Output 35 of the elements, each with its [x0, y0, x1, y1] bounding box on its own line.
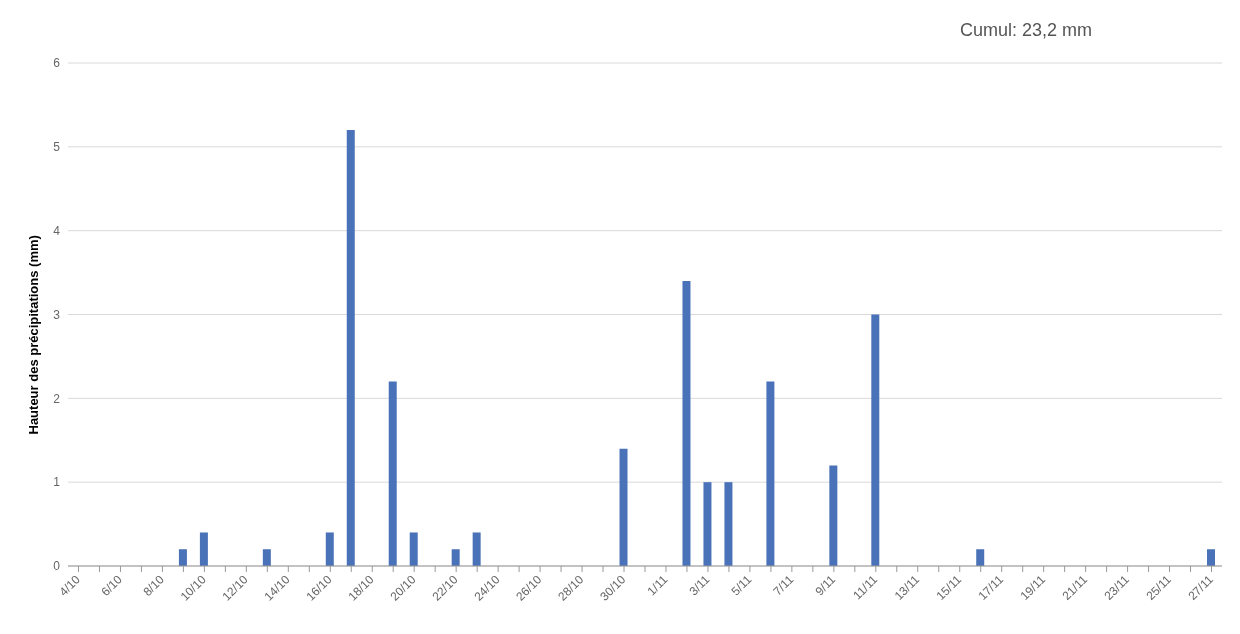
bar: [682, 280, 691, 566]
x-tick-label: 8/10: [140, 572, 168, 599]
y-axis-title: Hauteur des précipitations (mm): [25, 235, 41, 435]
x-tick-label: 1/11: [644, 572, 671, 599]
bar: [325, 532, 334, 566]
y-tick-label: 4: [53, 223, 61, 238]
y-tick-label: 6: [53, 56, 61, 71]
y-tick-label: 3: [53, 307, 61, 322]
bar: [451, 549, 460, 566]
y-tick-label: 0: [53, 559, 61, 574]
bar: [976, 549, 985, 566]
y-tick-label: 1: [53, 475, 61, 490]
bar: [766, 381, 775, 566]
bar: [346, 130, 355, 566]
x-tick-label: 9/11: [812, 572, 839, 599]
x-tick-label: 4/10: [56, 572, 84, 599]
bar: [388, 381, 397, 566]
bar: [199, 532, 208, 566]
y-tick-label: 5: [53, 140, 61, 155]
bar: [871, 314, 880, 566]
bar: [262, 549, 271, 566]
bar: [829, 465, 838, 566]
y-tick-label: 2: [53, 391, 61, 406]
x-tick-label: 6/10: [98, 572, 126, 599]
bar: [1207, 549, 1216, 566]
bar: [409, 532, 418, 566]
bar: [178, 549, 187, 566]
x-tick-label: 3/11: [686, 572, 713, 599]
bar: [724, 482, 733, 566]
x-tick-label: 7/11: [770, 572, 797, 599]
bar: [703, 482, 712, 566]
bar: [472, 532, 481, 566]
x-tick-label: 5/11: [728, 572, 755, 599]
bar: [619, 448, 628, 566]
chart-title: Cumul: 23,2 mm: [959, 20, 1092, 41]
